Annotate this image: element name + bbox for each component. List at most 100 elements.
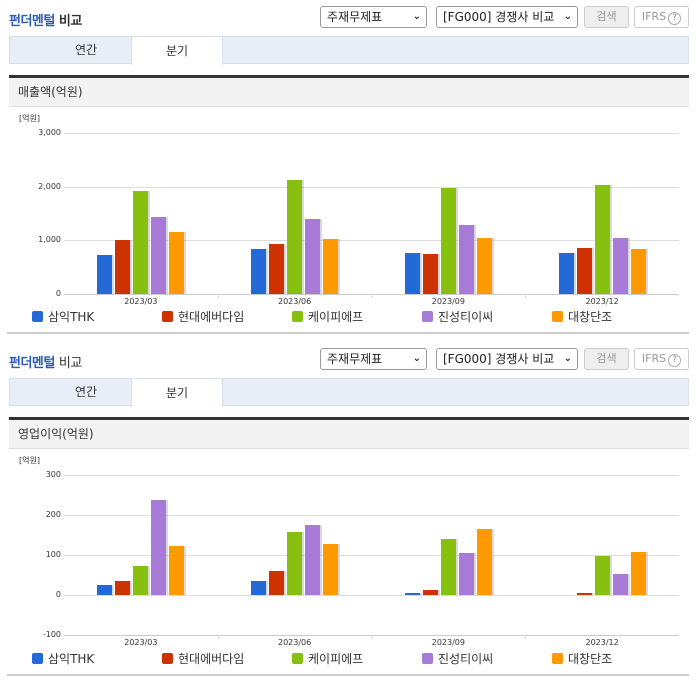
bar[interactable] <box>576 592 592 595</box>
legend-swatch-icon <box>422 311 433 322</box>
bar[interactable] <box>422 253 438 294</box>
legend-item[interactable]: 진성티이씨 <box>422 310 493 324</box>
bar[interactable] <box>323 239 339 294</box>
y-tick-label: 300 <box>45 470 61 479</box>
bar[interactable] <box>558 252 574 294</box>
bar[interactable] <box>97 584 113 595</box>
x-tick-mark <box>525 294 527 298</box>
legend-label: 삼익THK <box>48 652 95 666</box>
legend-item[interactable]: 케이피에프 <box>292 310 363 324</box>
legend-item[interactable]: 진성티이씨 <box>422 652 493 666</box>
chevron-down-icon: ⌄ <box>412 11 421 22</box>
y-tick-label: -100 <box>42 630 61 639</box>
y-axis-unit-label: [억원] <box>19 114 40 123</box>
x-tick-label: 2023/12 <box>585 638 619 647</box>
bar[interactable] <box>251 581 267 595</box>
x-tick-label: 2023/09 <box>431 297 465 306</box>
legend-swatch-icon <box>162 653 173 664</box>
bar[interactable] <box>287 180 303 294</box>
bar[interactable] <box>476 528 492 595</box>
legend-item[interactable]: 삼익THK <box>32 310 94 324</box>
bar[interactable] <box>115 240 131 294</box>
legend-item[interactable]: 대창단조 <box>552 652 612 666</box>
statement-select[interactable]: 주재무제표 ⌄ <box>320 348 427 370</box>
bar[interactable] <box>404 592 420 595</box>
legend-label: 진성티이씨 <box>438 310 494 324</box>
y-tick-label: 100 <box>45 550 61 559</box>
chart-legend: 삼익THK 현대에버다임 케이피에프 진성티이씨 대창단조 <box>0 310 696 330</box>
tab-quarterly[interactable]: 분기 <box>131 36 223 65</box>
bar[interactable] <box>151 499 167 595</box>
legend-item[interactable]: 삼익THK <box>32 652 94 666</box>
legend-label: 현대에버다임 <box>178 310 245 324</box>
legend-swatch-icon <box>292 311 303 322</box>
section-header: 펀더멘털 비교 주재무제표 ⌄ [FG000] 경쟁사 비교 ⌄ 검색 IFRS… <box>0 0 696 35</box>
bar[interactable] <box>305 218 321 294</box>
ifrs-button[interactable]: IFRS? <box>634 348 689 370</box>
bar[interactable] <box>422 590 438 595</box>
bar[interactable] <box>269 244 285 294</box>
bar[interactable] <box>251 248 267 294</box>
help-icon[interactable]: ? <box>668 354 682 367</box>
y-tick-label: 2,000 <box>38 181 61 191</box>
metric-label: 매출액(억원) <box>9 75 689 107</box>
statement-select[interactable]: 주재무제표 ⌄ <box>320 6 427 28</box>
bar[interactable] <box>594 185 610 294</box>
bar[interactable] <box>305 525 321 595</box>
y-tick-label: 3,000 <box>38 128 61 137</box>
bar[interactable] <box>630 552 646 595</box>
tab-annual[interactable]: 연간 <box>74 43 98 57</box>
legend-item[interactable]: 현대에버다임 <box>162 652 244 666</box>
section-title: 펀더멘털 비교 <box>9 14 82 29</box>
bar[interactable] <box>612 574 628 595</box>
bar[interactable] <box>594 556 610 595</box>
gridline <box>64 475 679 476</box>
bar[interactable] <box>440 188 456 294</box>
bar[interactable] <box>323 543 339 595</box>
tab-quarterly[interactable]: 분기 <box>131 378 223 407</box>
divider <box>7 674 689 676</box>
legend-label: 케이피에프 <box>308 310 364 324</box>
legend-label: 케이피에프 <box>308 652 364 666</box>
legend-item[interactable]: 대창단조 <box>552 310 612 324</box>
bar[interactable] <box>458 224 474 294</box>
tab-annual[interactable]: 연간 <box>74 385 98 399</box>
gridline <box>64 240 679 242</box>
group-select[interactable]: [FG000] 경쟁사 비교 ⌄ <box>436 348 578 370</box>
legend-item[interactable]: 케이피에프 <box>292 652 363 666</box>
bar[interactable] <box>169 545 185 595</box>
search-button[interactable]: 검색 <box>584 6 629 28</box>
search-button[interactable]: 검색 <box>584 348 629 370</box>
bar[interactable] <box>115 581 131 595</box>
help-icon[interactable]: ? <box>668 12 682 25</box>
bar[interactable] <box>476 237 492 294</box>
x-tick-label: 2023/06 <box>278 297 312 306</box>
legend-label: 진성티이씨 <box>438 652 494 666</box>
bar[interactable] <box>404 252 420 294</box>
ifrs-button[interactable]: IFRS? <box>634 6 689 28</box>
chevron-down-icon: ⌄ <box>563 11 572 22</box>
bar[interactable] <box>440 539 456 595</box>
operating-income-chart: [억원] -100 0 100 200 300 2023/03 2023/06 2023/09 2… <box>9 452 689 647</box>
bar[interactable] <box>151 216 167 294</box>
bar[interactable] <box>630 249 646 294</box>
y-tick-label: 0 <box>55 590 61 599</box>
bar[interactable] <box>269 570 285 595</box>
gridline <box>64 133 679 134</box>
section-title: 펀더멘털 비교 <box>9 356 82 371</box>
period-tabs: 연간 분기 <box>9 36 689 65</box>
bar[interactable] <box>133 565 149 595</box>
bar[interactable] <box>458 552 474 595</box>
group-select[interactable]: [FG000] 경쟁사 비교 ⌄ <box>436 6 578 28</box>
section-header: 펀더멘털 비교 주재무제표 ⌄ [FG000] 경쟁사 비교 ⌄ 검색 IFRS… <box>0 342 696 377</box>
y-axis-unit-label: [억원] <box>19 456 40 465</box>
bar[interactable] <box>169 231 185 294</box>
bar[interactable] <box>612 237 628 294</box>
bar[interactable] <box>133 190 149 294</box>
bar[interactable] <box>97 254 113 294</box>
legend-item[interactable]: 현대에버다임 <box>162 310 244 324</box>
bar[interactable] <box>576 247 592 294</box>
x-tick-mark <box>217 635 219 639</box>
bar[interactable] <box>287 531 303 595</box>
legend-label: 대창단조 <box>568 310 613 324</box>
